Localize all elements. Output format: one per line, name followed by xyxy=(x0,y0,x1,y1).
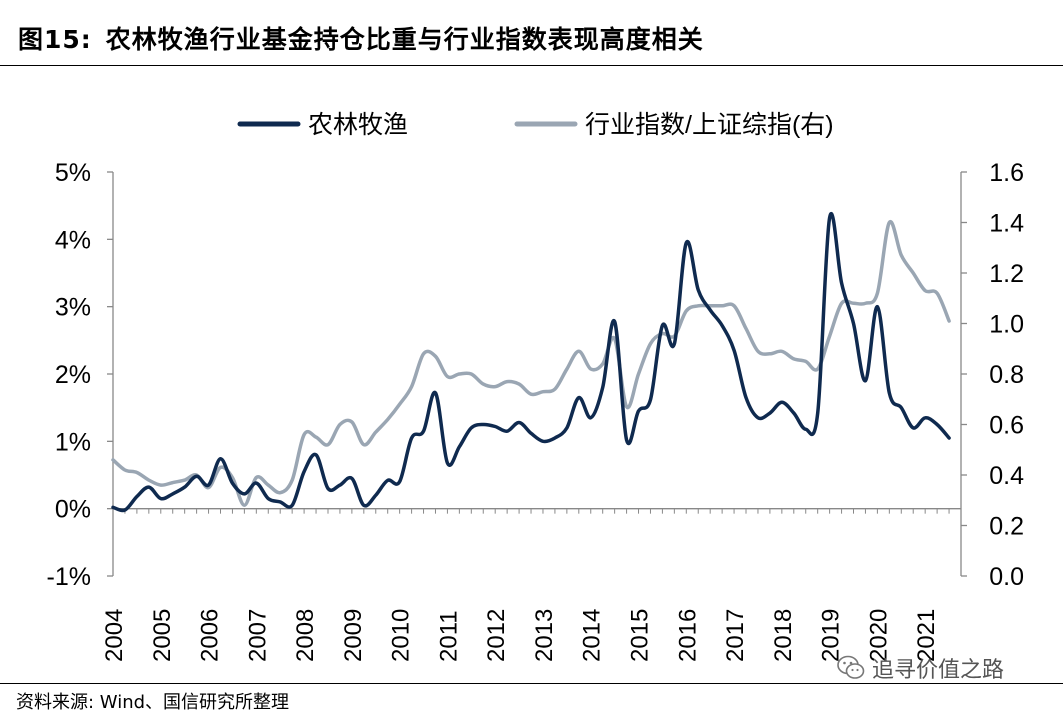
left-y-tick-label: 0% xyxy=(55,496,91,524)
legend-label: 农林牧渔 xyxy=(308,111,408,139)
x-tick-label: 2021 xyxy=(913,609,940,662)
left-y-tick-label: -1% xyxy=(47,563,91,591)
x-tick-label: 2020 xyxy=(865,609,892,662)
x-tick-label: 2019 xyxy=(818,609,845,662)
x-tick-label: 2006 xyxy=(197,609,224,662)
x-tick-label: 2008 xyxy=(292,609,319,662)
figure-number: 图15: xyxy=(18,25,92,54)
source-note: 资料来源: Wind、国信研究所整理 xyxy=(16,692,290,713)
x-tick-label: 2014 xyxy=(579,609,606,662)
x-tick-label: 2013 xyxy=(531,609,558,662)
left-y-tick-label: 5% xyxy=(55,159,91,187)
figure-title-text: 农林牧渔行业基金持仓比重与行业指数表现高度相关 xyxy=(105,25,704,54)
series-line-index-ratio xyxy=(111,220,951,508)
left-y-tick-label: 3% xyxy=(55,294,91,322)
wechat-icon xyxy=(837,655,865,679)
chart-area: -1% 0% 1% 2% 3% 4% 5% 0.0 0.2 0.4 0.6 0.8 1.0 1.2 1.4 1… xyxy=(47,111,1025,662)
figure-title: 图15: 农林牧渔行业基金持仓比重与行业指数表现高度相关 xyxy=(18,20,704,56)
figure-footer: 资料来源: Wind、国信研究所整理 xyxy=(0,683,1063,717)
legend-label: 行业指数/上证综指(右) xyxy=(585,111,834,139)
x-tick-label: 2018 xyxy=(770,609,797,662)
x-tick-label: 2004 xyxy=(101,609,128,662)
right-y-tick-label: 0.4 xyxy=(989,462,1024,490)
right-y-tick-label: 1.4 xyxy=(989,210,1024,238)
watermark: 追寻价值之路 xyxy=(836,652,1004,684)
right-y-tick-label: 1.2 xyxy=(989,260,1024,288)
left-y-tick-label: 4% xyxy=(55,226,91,254)
right-y-tick-label: 0.8 xyxy=(989,361,1024,389)
x-tick-label: 2009 xyxy=(340,609,367,662)
series-line-farming xyxy=(111,212,951,513)
x-tick-label: 2015 xyxy=(627,609,654,662)
x-tick-label: 2017 xyxy=(722,609,749,662)
x-tick-label: 2016 xyxy=(674,609,701,662)
x-tick-label: 2010 xyxy=(388,609,415,662)
right-y-tick-label: 1.6 xyxy=(989,159,1024,187)
x-tick-label: 2011 xyxy=(435,610,462,662)
watermark-text: 追寻价值之路 xyxy=(872,658,1005,683)
left-y-tick-label: 2% xyxy=(55,361,91,389)
right-y-tick-label: 1.0 xyxy=(989,311,1024,339)
x-tick-label: 2012 xyxy=(483,609,510,662)
figure-header: 图15: 农林牧渔行业基金持仓比重与行业指数表现高度相关 xyxy=(0,0,1063,66)
x-tick-label: 2007 xyxy=(244,609,271,662)
left-y-tick-label: 1% xyxy=(55,428,91,456)
x-tick-label: 2005 xyxy=(149,609,176,662)
right-y-tick-label: 0.6 xyxy=(989,412,1024,440)
right-y-tick-label: 0.0 xyxy=(989,563,1024,591)
right-y-tick-label: 0.2 xyxy=(989,513,1024,541)
